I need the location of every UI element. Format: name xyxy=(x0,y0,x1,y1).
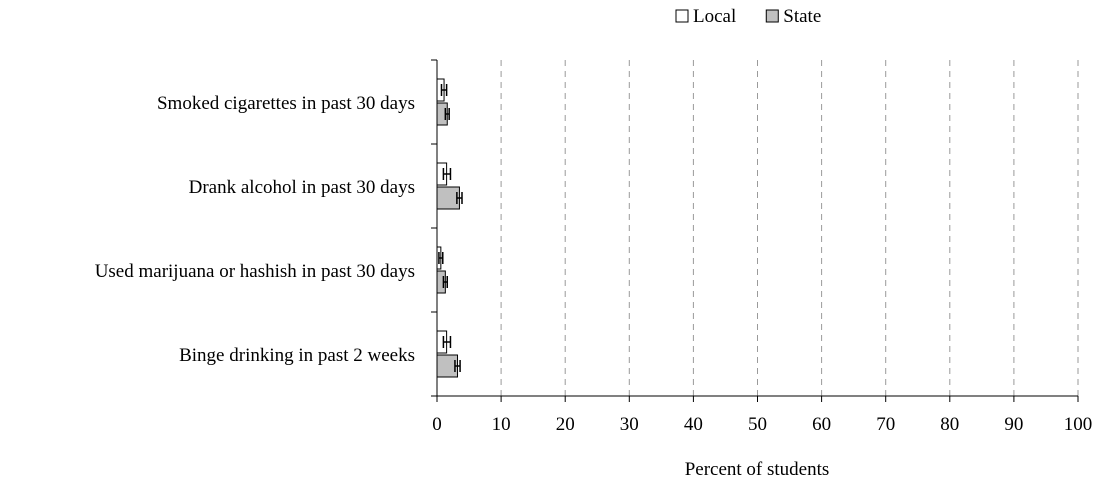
axes xyxy=(431,59,1079,402)
x-tick-label: 50 xyxy=(748,414,767,435)
x-tick-label: 30 xyxy=(620,414,639,435)
legend: Local State xyxy=(675,6,821,27)
x-tick-label: 100 xyxy=(1064,414,1093,435)
labels: 0 10 20 30 40 50 60 70 80 90 100 Smoked cigarettes … xyxy=(95,93,1093,435)
category-label: Binge drinking in past 2 weeks xyxy=(179,345,415,366)
category-label: Used marijuana or hashish in past 30 day… xyxy=(95,261,415,282)
grid xyxy=(500,60,1079,396)
x-axis-title: Percent of students xyxy=(685,459,830,480)
legend-swatch-local xyxy=(675,9,689,23)
bars xyxy=(436,78,463,378)
x-tick-label: 0 xyxy=(432,414,442,435)
bar-state-drank-alcohol-in-past-30-days xyxy=(436,186,460,210)
x-tick-label: 60 xyxy=(812,414,831,435)
category-label: Drank alcohol in past 30 days xyxy=(189,177,415,198)
x-tick-label: 90 xyxy=(1004,414,1023,435)
x-tick-label: 70 xyxy=(876,414,895,435)
legend-label-state: State xyxy=(783,6,821,27)
x-tick-label: 80 xyxy=(940,414,959,435)
x-tick-label: 10 xyxy=(492,414,511,435)
category-label: Smoked cigarettes in past 30 days xyxy=(157,93,415,114)
legend-swatch-state xyxy=(765,9,779,23)
x-tick-label: 20 xyxy=(556,414,575,435)
x-tick-label: 40 xyxy=(684,414,703,435)
legend-label-local: Local xyxy=(693,6,736,27)
